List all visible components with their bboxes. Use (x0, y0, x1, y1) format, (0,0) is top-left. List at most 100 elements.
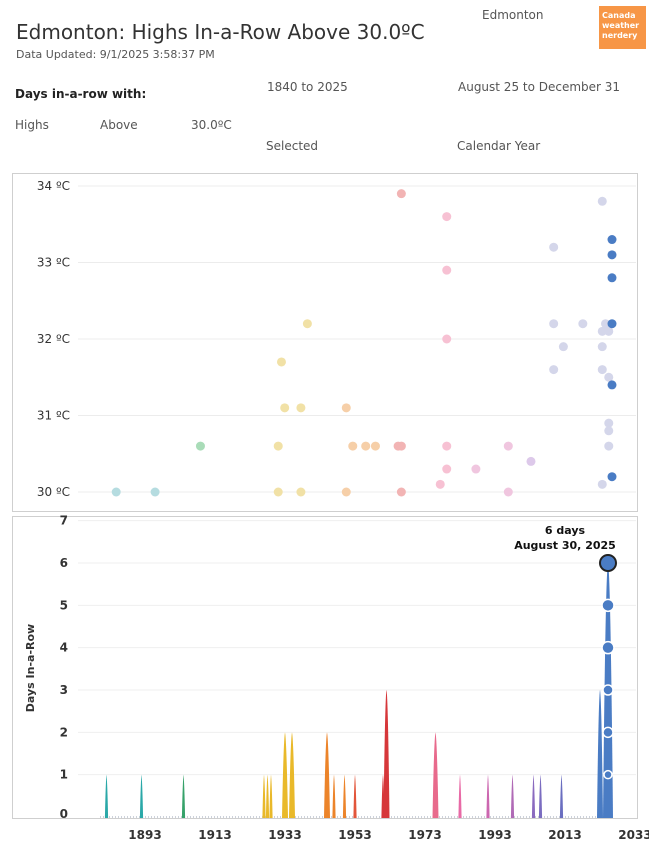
spike-x-axis: 1893 1913 1933 1953 1973 1993 2013 2033 (128, 828, 649, 842)
date-range-label: Calendar Year (457, 139, 541, 153)
scatter-point (341, 403, 351, 413)
scatter-point (195, 441, 205, 451)
scatter-point (604, 418, 614, 428)
scatter-point (549, 365, 559, 375)
spike-x-tick: 1893 (128, 828, 161, 842)
spike-mark (181, 774, 186, 818)
spike-panel-border (12, 516, 638, 819)
scatter-point (396, 441, 406, 451)
scatter-point (578, 319, 588, 329)
scatter-point (526, 456, 536, 466)
logo-line-2: weather (602, 21, 640, 30)
streak-day-marker (603, 769, 613, 780)
threshold-filter[interactable]: 30.0ºC (191, 118, 232, 132)
page-title: Edmonton: Highs In-a-Row Above 30.0ºC (16, 20, 425, 44)
scatter-point (276, 357, 286, 367)
scatter-point (604, 372, 614, 382)
spike-y-axis: 0 1 2 3 4 5 6 7 (60, 514, 68, 821)
scatter-point (442, 464, 452, 474)
scatter-point (442, 212, 452, 222)
scatter-point (302, 319, 312, 329)
spike-y-tick: 1 (60, 768, 68, 782)
spike-y-tick: 6 (60, 556, 68, 570)
spike-gridlines (78, 520, 636, 776)
scatter-point (442, 441, 452, 451)
year-range-filter[interactable]: 1840 to 2025 (267, 80, 348, 94)
spike-mark (432, 732, 439, 818)
scatter-point (348, 441, 358, 451)
scatter-point (361, 441, 371, 451)
spike-y-tick: 0 (60, 807, 68, 821)
spike-mark (342, 774, 347, 818)
scatter-point (370, 441, 380, 451)
streak-day-marker (599, 554, 617, 572)
scatter-point (273, 487, 283, 497)
scatter-point (607, 250, 617, 260)
scatter-point (558, 342, 568, 352)
scatter-point (396, 487, 406, 497)
filter-heading: Days in-a-row with: (15, 87, 147, 101)
spike-mark (559, 774, 564, 818)
spike-mark (269, 774, 273, 818)
scatter-point (396, 189, 406, 199)
scatter-gridlines (78, 185, 636, 493)
scatter-point (503, 487, 513, 497)
annotation-days: 6 days (545, 524, 586, 537)
spike-y-tick: 4 (60, 641, 68, 655)
spike-series (104, 563, 613, 818)
spike-mark (265, 774, 270, 818)
spike-mark (104, 774, 109, 818)
scatter-point (280, 403, 290, 413)
streak-day-marker (601, 598, 615, 613)
scatter-point (549, 319, 559, 329)
scatter-y-tick: 34 ºC (37, 179, 70, 193)
spike-mark (289, 732, 295, 818)
spike-y-tick: 2 (60, 725, 68, 739)
spike-mark (597, 690, 603, 818)
scatter-point (435, 479, 445, 489)
spike-mark (324, 732, 330, 818)
spike-mark (383, 690, 390, 818)
spike-x-tick: 1913 (198, 828, 231, 842)
scatter-point (604, 426, 614, 436)
scatter-y-tick: 33 ºC (37, 256, 70, 270)
spike-mark (332, 774, 336, 818)
data-updated-text: Data Updated: 9/1/2025 3:58:37 PM (16, 48, 215, 61)
scatter-y-axis: 30 ºC 31 ºC 32 ºC 33 ºC 34 ºC (37, 179, 70, 499)
scatter-point (607, 380, 617, 390)
scatter-point (607, 235, 617, 245)
streak-day-marker (601, 640, 615, 655)
scatter-point (471, 464, 481, 474)
comparison-filter[interactable]: Above (100, 118, 138, 132)
spike-mark (510, 774, 515, 818)
scatter-points (111, 189, 617, 497)
streak-day-marker (602, 684, 614, 696)
city-label: Edmonton (482, 8, 544, 22)
latest-streak-markers[interactable] (599, 554, 617, 780)
scatter-point (604, 326, 614, 336)
spike-y-tick: 7 (60, 514, 68, 528)
canada-weather-nerdery-logo[interactable]: Canada weather nerdery (599, 6, 646, 49)
scatter-y-tick: 30 ºC (37, 485, 70, 499)
spike-mark (262, 774, 266, 818)
annotation-date: August 30, 2025 (514, 539, 616, 552)
scatter-point (296, 403, 306, 413)
spike-x-tick: 1953 (338, 828, 371, 842)
spike-x-tick: 1993 (478, 828, 511, 842)
scatter-point (296, 487, 306, 497)
scatter-point (503, 441, 513, 451)
scatter-point (597, 479, 607, 489)
date-range-filter[interactable]: August 25 to December 31 (458, 80, 621, 94)
scatter-point (341, 487, 351, 497)
measure-filter[interactable]: Highs (15, 118, 49, 132)
spike-mark (139, 774, 144, 818)
scatter-point (601, 319, 611, 329)
scatter-point (597, 196, 607, 206)
scatter-point (273, 441, 283, 451)
scatter-point (442, 265, 452, 275)
spike-mark (538, 774, 543, 818)
scatter-point (442, 334, 452, 344)
spike-mark (353, 774, 357, 818)
streak-day-marker (602, 726, 614, 739)
